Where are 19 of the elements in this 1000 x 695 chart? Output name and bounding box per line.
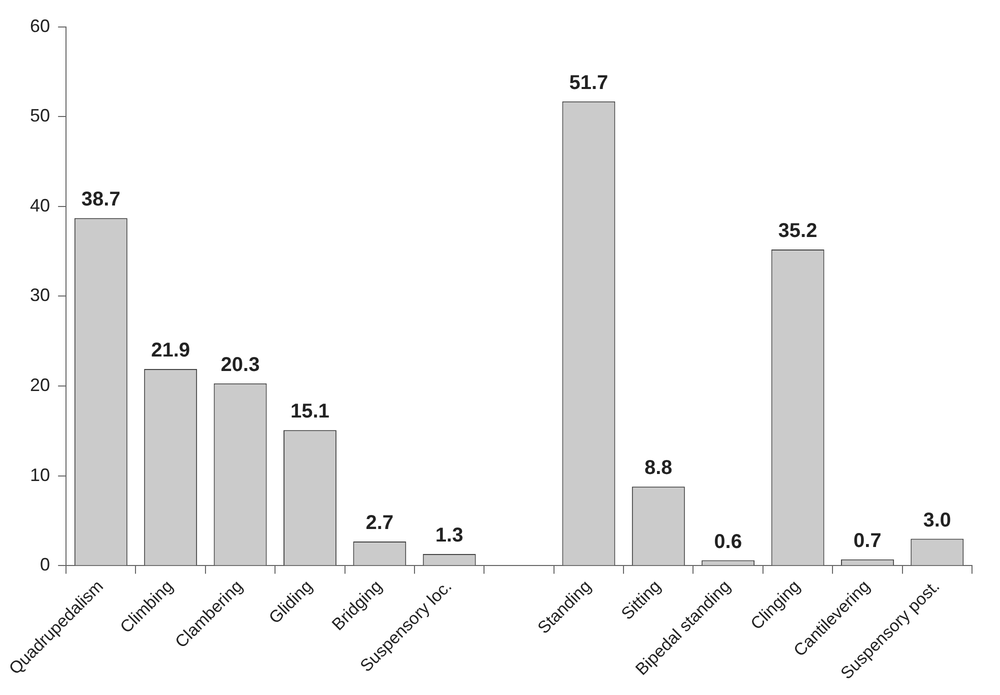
data-label: 51.7 [569, 72, 608, 94]
data-label: 20.3 [220, 354, 260, 376]
y-tick-label: 50 [30, 106, 50, 126]
data-label: 8.8 [644, 457, 672, 480]
y-tick-label: 60 [30, 16, 50, 36]
y-tick-label: 30 [30, 285, 50, 306]
y-tick-label: 20 [30, 375, 50, 396]
data-label: 21.9 [151, 340, 190, 362]
data-label: 0.6 [714, 530, 742, 553]
data-label: 35.2 [778, 220, 818, 242]
data-label: 38.7 [81, 188, 120, 211]
data-label: 15.1 [290, 400, 330, 423]
data-label: 2.7 [366, 512, 394, 534]
y-tick-label: 10 [30, 464, 50, 485]
data-label: 1.3 [435, 524, 464, 547]
y-tick-label: 0 [40, 554, 50, 575]
y-tick-label: 40 [30, 195, 50, 216]
data-label: 0.7 [854, 530, 882, 552]
data-label: 3.0 [923, 509, 952, 532]
